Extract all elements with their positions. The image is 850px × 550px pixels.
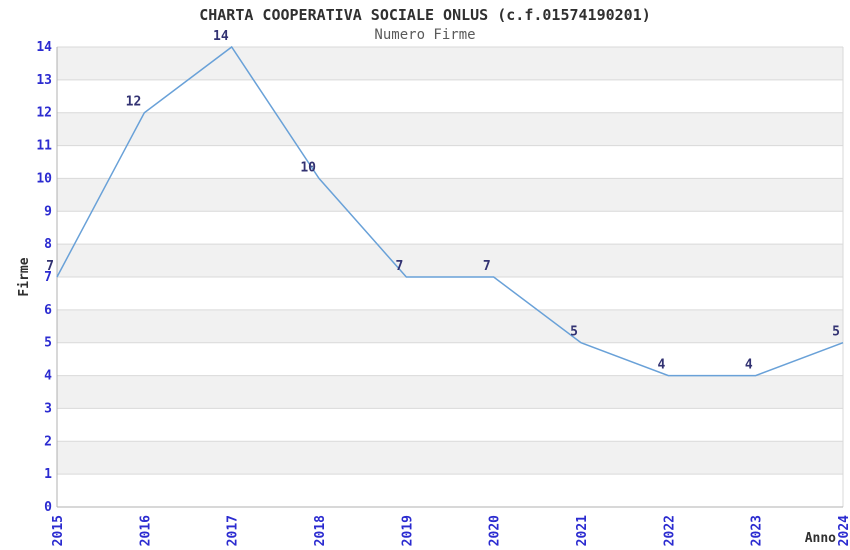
data-label: 14 [213, 29, 229, 44]
y-tick-label: 14 [36, 40, 52, 55]
y-tick-label: 4 [44, 369, 52, 384]
plot-band [57, 112, 843, 146]
data-label: 12 [126, 95, 142, 110]
plot-band [57, 309, 843, 343]
plot-band [57, 178, 843, 212]
x-tick-label: 2023 [750, 515, 765, 546]
y-axis-title: Firme [17, 257, 32, 296]
plot-band [57, 375, 843, 409]
x-tick-label: 2017 [226, 515, 241, 546]
x-axis-title: Anno [805, 531, 836, 546]
data-label: 7 [396, 259, 404, 274]
data-label: 5 [832, 325, 840, 340]
data-label: 10 [300, 160, 316, 175]
y-tick-label: 9 [44, 204, 52, 219]
data-line [56, 45, 844, 377]
plot-band [57, 244, 843, 277]
y-tick-label: 12 [36, 106, 52, 121]
y-tick-label: 5 [44, 336, 52, 351]
data-label: 4 [745, 358, 753, 373]
y-tick-label: 7 [44, 270, 52, 285]
y-tick-label: 8 [44, 237, 52, 252]
x-tick-label: 2019 [400, 515, 415, 546]
y-tick-label: 2 [44, 434, 52, 449]
y-tick-label: 0 [44, 500, 52, 515]
y-tick-label: 6 [44, 303, 52, 318]
data-label: 4 [658, 358, 666, 373]
x-tick-label: 2015 [51, 515, 66, 546]
x-tick-label: 2021 [575, 515, 590, 546]
data-label: 7 [483, 259, 491, 274]
chart-title: CHARTA COOPERATIVA SOCIALE ONLUS (c.f.01… [199, 6, 651, 24]
plot-band [57, 47, 843, 80]
y-tick-label: 11 [36, 139, 52, 154]
plot-band [57, 441, 843, 475]
y-tick-label: 10 [36, 171, 52, 186]
x-tick-label: 2018 [313, 515, 328, 546]
x-tick-label: 2024 [837, 515, 850, 546]
y-tick-label: 1 [44, 467, 52, 482]
data-label: 5 [570, 325, 578, 340]
y-tick-label: 3 [44, 401, 52, 416]
data-label: 7 [46, 259, 54, 274]
y-tick-label: 13 [36, 73, 52, 88]
chart-subtitle: Numero Firme [374, 27, 476, 43]
x-tick-label: 2022 [662, 515, 677, 546]
x-tick-label: 2016 [138, 515, 153, 546]
x-tick-label: 2020 [488, 515, 503, 546]
